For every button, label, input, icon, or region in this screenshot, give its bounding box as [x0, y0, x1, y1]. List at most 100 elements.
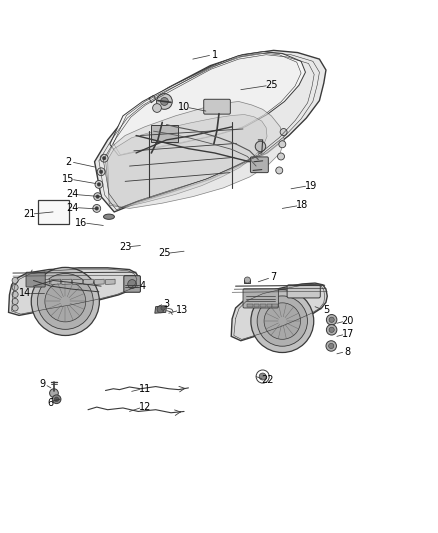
Circle shape [94, 193, 102, 200]
Text: 14: 14 [18, 288, 31, 298]
Polygon shape [113, 53, 301, 155]
Circle shape [328, 343, 334, 349]
Circle shape [12, 305, 18, 311]
Text: 13: 13 [176, 305, 188, 315]
Circle shape [45, 281, 86, 322]
Circle shape [326, 341, 336, 351]
Circle shape [244, 277, 251, 283]
FancyBboxPatch shape [38, 200, 69, 224]
Circle shape [160, 98, 168, 106]
Polygon shape [261, 304, 266, 306]
Circle shape [257, 296, 307, 346]
Text: 2: 2 [65, 157, 71, 167]
Text: 6: 6 [48, 398, 54, 408]
Circle shape [100, 154, 108, 162]
Polygon shape [29, 279, 39, 285]
Circle shape [329, 327, 334, 333]
Text: 8: 8 [345, 346, 351, 357]
Circle shape [259, 373, 266, 380]
Circle shape [279, 141, 286, 148]
Text: 18: 18 [296, 200, 308, 211]
Circle shape [49, 389, 58, 398]
Text: 17: 17 [342, 329, 354, 339]
Polygon shape [267, 304, 272, 306]
Circle shape [326, 314, 337, 325]
Text: 24: 24 [67, 203, 79, 213]
Polygon shape [95, 51, 326, 212]
Circle shape [128, 280, 137, 288]
Polygon shape [231, 283, 327, 341]
Circle shape [31, 268, 99, 335]
Text: 25: 25 [265, 80, 278, 90]
Text: 12: 12 [138, 402, 151, 412]
FancyBboxPatch shape [151, 125, 177, 142]
Circle shape [157, 306, 164, 313]
Polygon shape [110, 52, 305, 156]
Circle shape [95, 181, 103, 188]
Circle shape [54, 397, 59, 401]
Circle shape [156, 94, 172, 109]
Text: 11: 11 [139, 384, 151, 394]
Text: 10: 10 [178, 102, 190, 112]
Text: 3: 3 [163, 298, 170, 309]
Polygon shape [51, 279, 60, 285]
Text: 25: 25 [158, 248, 171, 259]
Circle shape [96, 195, 99, 198]
Text: 9: 9 [39, 379, 45, 390]
FancyBboxPatch shape [204, 99, 230, 114]
Polygon shape [106, 279, 115, 285]
Circle shape [37, 273, 93, 329]
Polygon shape [247, 304, 253, 306]
Polygon shape [73, 279, 82, 285]
Polygon shape [272, 304, 278, 306]
Text: 4: 4 [140, 281, 146, 291]
Circle shape [93, 205, 101, 212]
Circle shape [280, 128, 287, 135]
Circle shape [99, 170, 103, 174]
Text: 7: 7 [270, 272, 277, 282]
Circle shape [326, 325, 337, 335]
Circle shape [12, 277, 18, 284]
Polygon shape [106, 101, 285, 208]
Text: 19: 19 [304, 181, 317, 191]
Text: 1: 1 [212, 50, 218, 60]
Circle shape [102, 157, 106, 160]
Text: 22: 22 [261, 375, 273, 385]
Polygon shape [62, 279, 71, 285]
Text: 16: 16 [75, 218, 88, 228]
Circle shape [251, 289, 314, 352]
Polygon shape [155, 306, 166, 313]
Polygon shape [84, 279, 93, 285]
Polygon shape [95, 279, 104, 285]
Text: 20: 20 [342, 316, 354, 326]
Text: 5: 5 [323, 305, 329, 315]
Ellipse shape [103, 214, 114, 220]
Circle shape [152, 103, 161, 112]
Circle shape [278, 153, 285, 160]
Circle shape [12, 298, 18, 304]
Circle shape [264, 303, 300, 340]
Polygon shape [108, 115, 267, 207]
FancyBboxPatch shape [287, 285, 320, 298]
Circle shape [95, 207, 99, 210]
Circle shape [255, 141, 266, 152]
Circle shape [329, 317, 334, 322]
Circle shape [52, 395, 61, 403]
Circle shape [97, 168, 105, 176]
FancyBboxPatch shape [243, 289, 279, 308]
Polygon shape [40, 279, 49, 285]
Text: 15: 15 [62, 174, 74, 184]
FancyBboxPatch shape [251, 157, 268, 173]
Polygon shape [9, 268, 140, 316]
Circle shape [161, 306, 165, 310]
Polygon shape [254, 304, 259, 306]
FancyBboxPatch shape [26, 272, 45, 287]
Text: 21: 21 [23, 209, 35, 219]
Text: 23: 23 [119, 242, 131, 252]
Circle shape [12, 285, 18, 290]
Text: 24: 24 [67, 189, 79, 199]
FancyBboxPatch shape [124, 276, 141, 292]
Circle shape [97, 183, 101, 186]
Circle shape [276, 167, 283, 174]
Circle shape [12, 292, 18, 297]
